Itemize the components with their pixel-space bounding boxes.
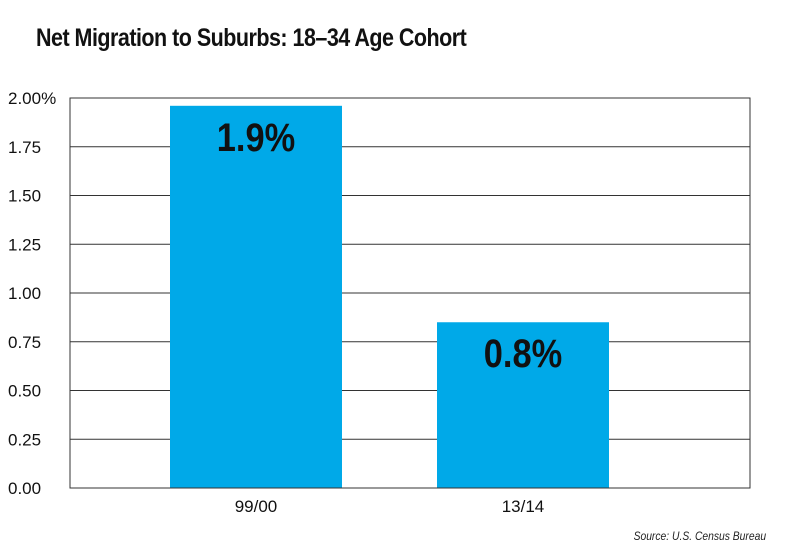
- x-tick-label: 99/00: [235, 497, 278, 516]
- y-tick-label: 1.25: [8, 235, 41, 254]
- bar-data-label: 1.9%: [217, 114, 295, 159]
- bars: 1.9% 0.8%: [170, 105, 609, 489]
- bar: [170, 105, 342, 489]
- y-tick-label: 0.00: [8, 479, 41, 498]
- plot-frame: [69, 97, 751, 489]
- y-tick-label: 1.00: [8, 284, 41, 303]
- y-tick-label: 1.75: [8, 138, 41, 157]
- y-tick-label: 0.50: [8, 382, 41, 401]
- y-tick-label: 1.50: [8, 187, 41, 206]
- y-tick-label: 2.00%: [8, 89, 56, 108]
- bar-data-label: 0.8%: [484, 331, 562, 376]
- bar: [437, 322, 609, 488]
- y-tick-label: 0.25: [8, 430, 41, 449]
- x-axis-labels: 99/00 13/14: [235, 497, 545, 516]
- y-tick-label: 0.75: [8, 333, 41, 352]
- y-axis-ticks: 0.00 0.25 0.50 0.75 1.00 1.25 1.50 1.75 2.00%: [8, 89, 56, 498]
- source-note: Source: U.S. Census Bureau: [633, 529, 766, 543]
- x-tick-label: 13/14: [502, 497, 545, 516]
- chart-title: Net Migration to Suburbs: 18–34 Age Coho…: [36, 24, 467, 52]
